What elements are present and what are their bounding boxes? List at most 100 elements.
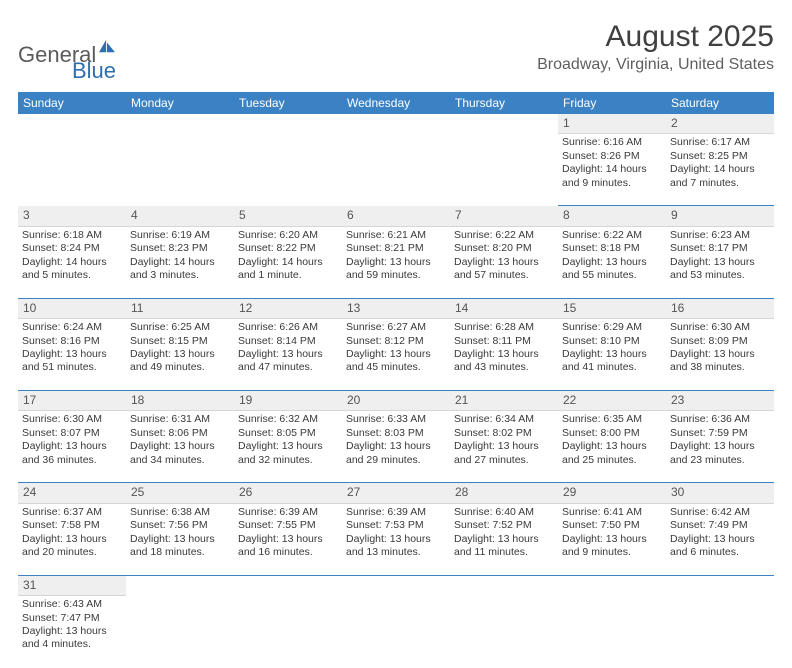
daylight-text: and 43 minutes. xyxy=(454,361,554,374)
sunset-text: Sunset: 7:58 PM xyxy=(22,519,122,532)
day-cell: Sunrise: 6:22 AMSunset: 8:20 PMDaylight:… xyxy=(450,226,558,298)
day-number: 19 xyxy=(234,391,342,411)
daynum-row: 31 xyxy=(18,575,774,595)
sunset-text: Sunset: 7:50 PM xyxy=(562,519,662,532)
daylight-text: Daylight: 13 hours xyxy=(454,256,554,269)
sunrise-text: Sunrise: 6:28 AM xyxy=(454,321,554,334)
day-cell xyxy=(450,596,558,668)
day-number: 2 xyxy=(666,114,774,134)
day-number xyxy=(666,575,774,595)
day-cell: Sunrise: 6:39 AMSunset: 7:55 PMDaylight:… xyxy=(234,503,342,575)
day-cell: Sunrise: 6:20 AMSunset: 8:22 PMDaylight:… xyxy=(234,226,342,298)
sunrise-text: Sunrise: 6:21 AM xyxy=(346,229,446,242)
day-cell: Sunrise: 6:31 AMSunset: 8:06 PMDaylight:… xyxy=(126,411,234,483)
day-cell: Sunrise: 6:38 AMSunset: 7:56 PMDaylight:… xyxy=(126,503,234,575)
sunrise-text: Sunrise: 6:30 AM xyxy=(670,321,770,334)
data-row: Sunrise: 6:18 AMSunset: 8:24 PMDaylight:… xyxy=(18,226,774,298)
daylight-text: Daylight: 13 hours xyxy=(22,625,122,638)
sunset-text: Sunset: 8:06 PM xyxy=(130,427,230,440)
day-number: 30 xyxy=(666,483,774,503)
sunset-text: Sunset: 7:53 PM xyxy=(346,519,446,532)
weekday-header: Thursday xyxy=(450,92,558,114)
day-number: 15 xyxy=(558,298,666,318)
sunset-text: Sunset: 8:03 PM xyxy=(346,427,446,440)
daylight-text: Daylight: 13 hours xyxy=(346,348,446,361)
sunset-text: Sunset: 8:16 PM xyxy=(22,335,122,348)
day-cell: Sunrise: 6:22 AMSunset: 8:18 PMDaylight:… xyxy=(558,226,666,298)
day-cell: Sunrise: 6:16 AMSunset: 8:26 PMDaylight:… xyxy=(558,134,666,206)
data-row: Sunrise: 6:30 AMSunset: 8:07 PMDaylight:… xyxy=(18,411,774,483)
sunrise-text: Sunrise: 6:23 AM xyxy=(670,229,770,242)
weekday-header: Monday xyxy=(126,92,234,114)
day-number: 16 xyxy=(666,298,774,318)
sunrise-text: Sunrise: 6:43 AM xyxy=(22,598,122,611)
sunset-text: Sunset: 8:22 PM xyxy=(238,242,338,255)
daylight-text: Daylight: 13 hours xyxy=(454,440,554,453)
daylight-text: and 29 minutes. xyxy=(346,454,446,467)
sunrise-text: Sunrise: 6:39 AM xyxy=(346,506,446,519)
day-cell: Sunrise: 6:28 AMSunset: 8:11 PMDaylight:… xyxy=(450,319,558,391)
daylight-text: and 1 minute. xyxy=(238,269,338,282)
sunrise-text: Sunrise: 6:29 AM xyxy=(562,321,662,334)
day-cell: Sunrise: 6:30 AMSunset: 8:07 PMDaylight:… xyxy=(18,411,126,483)
daylight-text: Daylight: 14 hours xyxy=(238,256,338,269)
daylight-text: and 20 minutes. xyxy=(22,546,122,559)
daylight-text: and 53 minutes. xyxy=(670,269,770,282)
daylight-text: Daylight: 14 hours xyxy=(562,163,662,176)
day-cell: Sunrise: 6:34 AMSunset: 8:02 PMDaylight:… xyxy=(450,411,558,483)
sunrise-text: Sunrise: 6:37 AM xyxy=(22,506,122,519)
daylight-text: and 25 minutes. xyxy=(562,454,662,467)
sunrise-text: Sunrise: 6:42 AM xyxy=(670,506,770,519)
sunset-text: Sunset: 8:17 PM xyxy=(670,242,770,255)
logo: GeneralBlue xyxy=(18,38,117,82)
day-number: 12 xyxy=(234,298,342,318)
sunset-text: Sunset: 7:47 PM xyxy=(22,612,122,625)
day-cell xyxy=(234,134,342,206)
sunrise-text: Sunrise: 6:16 AM xyxy=(562,136,662,149)
day-number: 5 xyxy=(234,206,342,226)
day-cell: Sunrise: 6:41 AMSunset: 7:50 PMDaylight:… xyxy=(558,503,666,575)
day-number xyxy=(450,114,558,134)
day-cell xyxy=(126,134,234,206)
day-number: 21 xyxy=(450,391,558,411)
daylight-text: Daylight: 14 hours xyxy=(130,256,230,269)
sunset-text: Sunset: 8:14 PM xyxy=(238,335,338,348)
day-number: 4 xyxy=(126,206,234,226)
day-number: 23 xyxy=(666,391,774,411)
day-number xyxy=(342,575,450,595)
day-cell: Sunrise: 6:19 AMSunset: 8:23 PMDaylight:… xyxy=(126,226,234,298)
day-cell xyxy=(126,596,234,668)
day-number: 9 xyxy=(666,206,774,226)
day-number: 11 xyxy=(126,298,234,318)
day-cell: Sunrise: 6:43 AMSunset: 7:47 PMDaylight:… xyxy=(18,596,126,668)
day-cell: Sunrise: 6:21 AMSunset: 8:21 PMDaylight:… xyxy=(342,226,450,298)
daylight-text: and 55 minutes. xyxy=(562,269,662,282)
daylight-text: Daylight: 13 hours xyxy=(238,348,338,361)
daylight-text: and 36 minutes. xyxy=(22,454,122,467)
daylight-text: and 4 minutes. xyxy=(22,638,122,651)
calendar-table: Sunday Monday Tuesday Wednesday Thursday… xyxy=(18,92,774,668)
sunset-text: Sunset: 7:49 PM xyxy=(670,519,770,532)
sunset-text: Sunset: 8:18 PM xyxy=(562,242,662,255)
daylight-text: Daylight: 13 hours xyxy=(130,440,230,453)
daylight-text: and 16 minutes. xyxy=(238,546,338,559)
weekday-header: Tuesday xyxy=(234,92,342,114)
day-cell: Sunrise: 6:24 AMSunset: 8:16 PMDaylight:… xyxy=(18,319,126,391)
data-row: Sunrise: 6:43 AMSunset: 7:47 PMDaylight:… xyxy=(18,596,774,668)
daylight-text: Daylight: 13 hours xyxy=(454,348,554,361)
sunset-text: Sunset: 8:24 PM xyxy=(22,242,122,255)
day-number: 1 xyxy=(558,114,666,134)
daylight-text: Daylight: 13 hours xyxy=(562,533,662,546)
sunset-text: Sunset: 8:25 PM xyxy=(670,150,770,163)
daynum-row: 10111213141516 xyxy=(18,298,774,318)
sunrise-text: Sunrise: 6:41 AM xyxy=(562,506,662,519)
day-number: 29 xyxy=(558,483,666,503)
sunrise-text: Sunrise: 6:22 AM xyxy=(562,229,662,242)
day-cell xyxy=(18,134,126,206)
daynum-row: 3456789 xyxy=(18,206,774,226)
day-number xyxy=(234,114,342,134)
data-row: Sunrise: 6:37 AMSunset: 7:58 PM Daylight:… xyxy=(18,503,774,575)
daylight-text: Daylight: 13 hours xyxy=(562,440,662,453)
day-number: 17 xyxy=(18,391,126,411)
day-number: 25 xyxy=(126,483,234,503)
